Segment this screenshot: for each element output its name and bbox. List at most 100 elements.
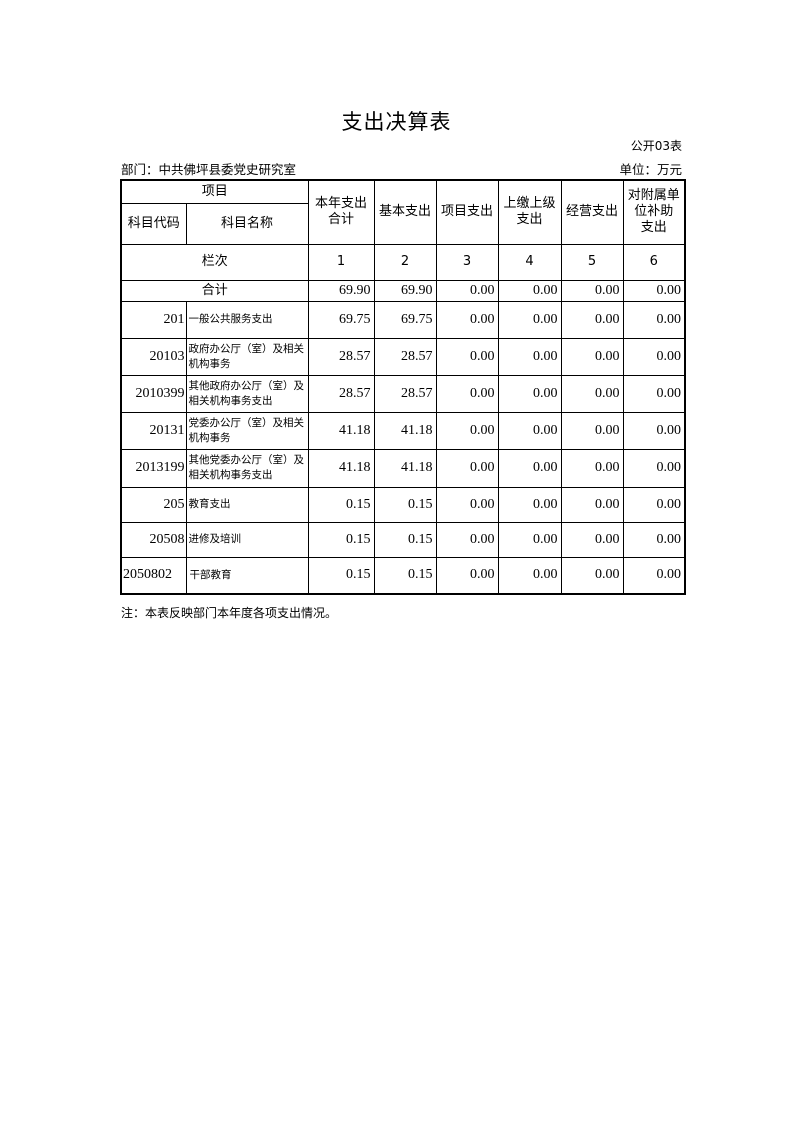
value-cell: 28.57 [373,374,437,413]
total-label: 合计 [120,279,309,302]
subject-code: 20508 [120,521,187,558]
value-cell: 0.00 [497,486,562,523]
table-row: 2013199 其他党委办公厅（室）及相关机构事务支出 41.18 41.18 0.00… [120,448,686,488]
subject-code: 2050802 [120,556,187,595]
table-row: 20131 党委办公厅（室）及相关机构事务 41.18 41.18 0.00 0.00 0.… [120,411,686,450]
value-cell: 69.75 [373,300,437,339]
value-cell: 0.00 [497,374,562,413]
subject-name: 政府办公厅（室）及相关机构事务 [185,337,309,376]
total-row: 合计 69.90 69.90 0.00 0.00 0.00 0.00 [120,279,686,302]
header-col1: 本年支出 合计 [307,179,375,245]
value-cell: 41.18 [373,448,437,488]
footnote: 注：本表反映部门本年度各项支出情况。 [121,606,338,620]
subject-code: 20131 [120,411,187,450]
index-cell: 6 [622,243,686,281]
subject-code: 205 [120,486,187,523]
header-col2: 基本支出 [373,179,437,245]
table-row: 20103 政府办公厅（室）及相关机构事务 28.57 28.57 0.00 0.00 0.… [120,337,686,376]
header-name: 科目名称 [185,202,309,245]
value-cell: 41.18 [307,411,375,450]
subject-name: 其他政府办公厅（室）及相关机构事务支出 [185,374,309,413]
subject-code: 2010399 [120,374,187,413]
value-cell: 0.00 [497,448,562,488]
table-row: 2050802 干部教育 0.15 0.15 0.00 0.00 0.00 0.00 [120,556,686,595]
index-row: 栏次 1 2 3 4 5 6 [120,243,686,281]
form-number: 公开03表 [630,139,682,153]
unit-label: 单位：万元 [619,162,682,177]
header-col4: 上缴上级 支出 [497,179,562,245]
index-label: 栏次 [120,243,309,281]
subject-name: 教育支出 [185,486,309,523]
value-cell: 0.15 [373,486,437,523]
index-cell: 1 [307,243,375,281]
value-cell: 41.18 [307,448,375,488]
value-cell: 0.00 [622,374,686,413]
value-cell: 0.15 [307,521,375,558]
value-cell: 69.75 [307,300,375,339]
value-cell: 0.15 [373,556,437,595]
value-cell: 0.00 [560,411,624,450]
page-title: 支出决算表 [341,110,452,134]
value-cell: 0.00 [497,337,562,376]
value-cell: 0.00 [435,448,499,488]
subject-name: 其他党委办公厅（室）及相关机构事务支出 [185,448,309,488]
table-row: 205 教育支出 0.15 0.15 0.00 0.00 0.00 0.00 [120,486,686,523]
value-cell: 0.00 [435,411,499,450]
value-cell: 0.00 [497,521,562,558]
value-cell: 0.00 [622,521,686,558]
value-cell: 0.00 [560,556,624,595]
value-cell: 0.00 [435,556,499,595]
value-cell: 0.00 [622,337,686,376]
table-row: 20508 进修及培训 0.15 0.15 0.00 0.00 0.00 0.00 [120,521,686,558]
value-cell: 0.00 [497,300,562,339]
subject-name: 进修及培训 [185,521,309,558]
value-cell: 0.00 [622,486,686,523]
index-cell: 4 [497,243,562,281]
total-cell: 0.00 [435,279,499,302]
value-cell: 0.00 [435,486,499,523]
total-cell: 0.00 [560,279,624,302]
total-cell: 69.90 [307,279,375,302]
value-cell: 0.00 [560,374,624,413]
value-cell: 28.57 [307,337,375,376]
value-cell: 0.00 [560,486,624,523]
department-label: 部门：中共佛坪县委党史研究室 [121,162,297,177]
header-col5: 经营支出 [560,179,624,245]
total-cell: 69.90 [373,279,437,302]
subject-name: 一般公共服务支出 [185,300,309,339]
value-cell: 41.18 [373,411,437,450]
index-cell: 2 [373,243,437,281]
value-cell: 0.00 [560,337,624,376]
value-cell: 0.00 [435,300,499,339]
subject-name: 党委办公厅（室）及相关机构事务 [185,411,309,450]
value-cell: 0.15 [307,486,375,523]
total-cell: 0.00 [497,279,562,302]
value-cell: 0.00 [435,374,499,413]
value-cell: 0.15 [373,521,437,558]
value-cell: 0.00 [622,300,686,339]
value-cell: 28.57 [373,337,437,376]
value-cell: 0.00 [497,411,562,450]
subject-code: 2013199 [120,448,187,488]
value-cell: 0.15 [307,556,375,595]
table-row: 201 一般公共服务支出 69.75 69.75 0.00 0.00 0.00 0.00 [120,300,686,339]
index-cell: 3 [435,243,499,281]
value-cell: 0.00 [435,521,499,558]
subject-code: 201 [120,300,187,339]
value-cell: 28.57 [307,374,375,413]
table-row: 2010399 其他政府办公厅（室）及相关机构事务支出 28.57 28.57 0.00… [120,374,686,413]
expenditure-table: 项目 本年支出 合计 基本支出 项目支出 上缴上级 支出 经营支出 对附属单 位补助支… [120,179,686,595]
value-cell: 0.00 [622,556,686,595]
value-cell: 0.00 [497,556,562,595]
subject-code: 20103 [120,337,187,376]
header-col6: 对附属单 位补助 支出 [622,179,686,245]
value-cell: 0.00 [435,337,499,376]
index-cell: 5 [560,243,624,281]
header-col3: 项目支出 [435,179,499,245]
header-code: 科目代码 [120,202,187,245]
value-cell: 0.00 [622,411,686,450]
total-cell: 0.00 [622,279,686,302]
value-cell: 0.00 [560,300,624,339]
value-cell: 0.00 [560,521,624,558]
value-cell: 0.00 [560,448,624,488]
